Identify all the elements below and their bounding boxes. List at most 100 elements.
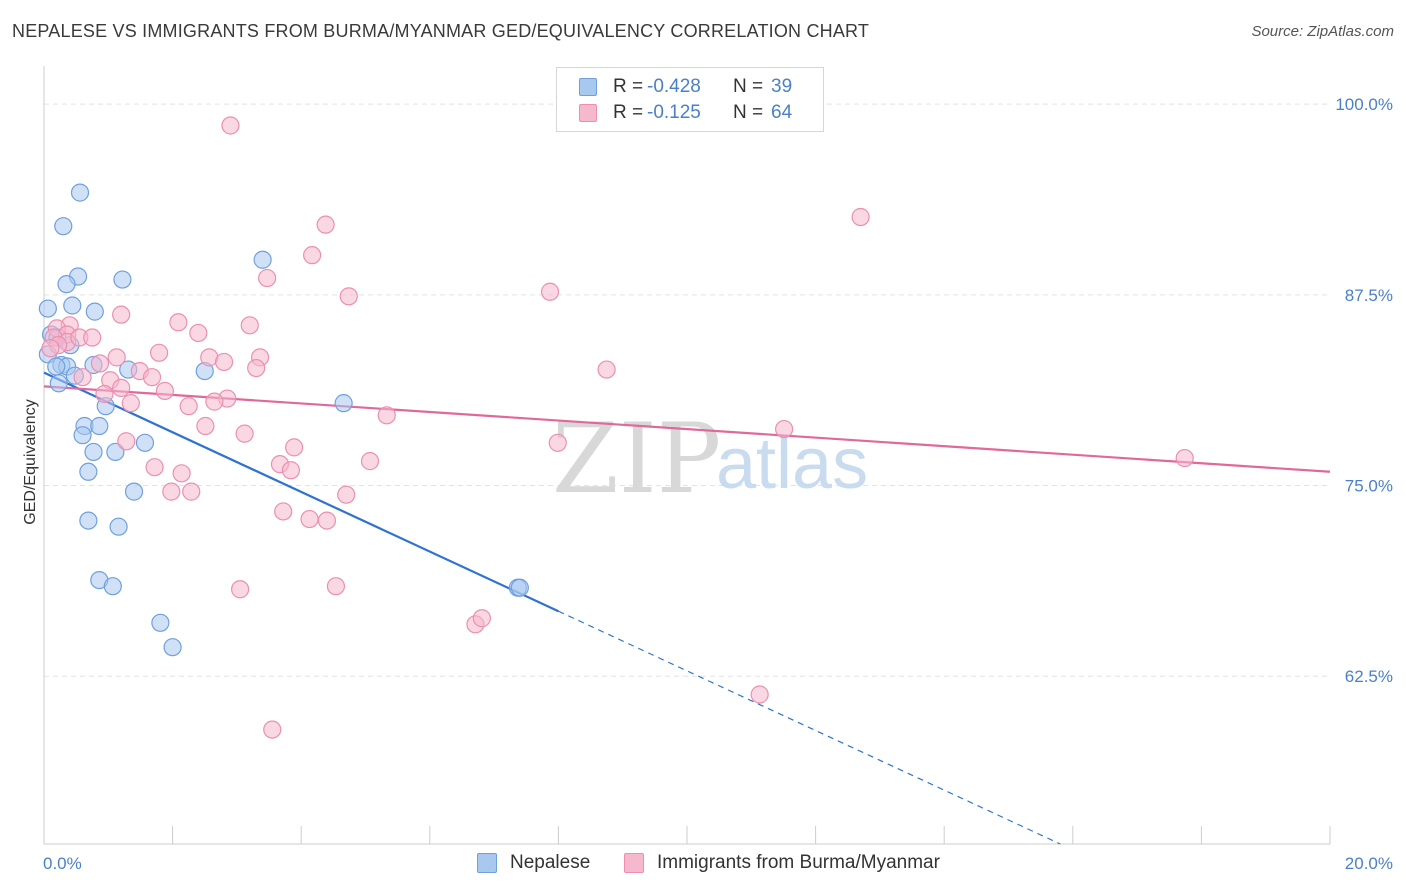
source-credit: Source: ZipAtlas.com — [1251, 23, 1394, 40]
burma-point — [172, 464, 191, 483]
burma-point — [317, 511, 337, 530]
watermark-zip-text: ZIP — [552, 403, 721, 515]
trend-lines — [43, 371, 1331, 845]
watermark: ZIP atlas — [552, 403, 868, 515]
axes — [43, 66, 1331, 845]
burma-point — [235, 424, 254, 443]
burma-point — [142, 368, 162, 387]
nepalese-point — [79, 511, 98, 530]
burma-point — [83, 328, 102, 347]
burma-point — [337, 485, 356, 504]
burma-point — [774, 419, 794, 439]
burma-point — [247, 358, 266, 378]
burma-point — [145, 458, 164, 477]
nepalese-point — [113, 270, 132, 289]
nepalese-point — [54, 217, 73, 236]
nepalese-point — [90, 416, 109, 436]
nepalese-trend-extension — [558, 610, 1061, 845]
burma-point — [112, 378, 131, 397]
n-label: N = — [733, 102, 764, 123]
burma-point — [112, 305, 131, 324]
burma-point — [360, 452, 380, 471]
nepalese-swatch — [579, 78, 597, 96]
nepalese-point — [135, 433, 155, 452]
nepalese-point — [109, 517, 128, 536]
nepalese-point — [151, 613, 170, 632]
burma-swatch — [579, 104, 597, 122]
n-value: 64 — [771, 102, 793, 123]
burma-point — [95, 384, 114, 404]
burma-point — [107, 348, 126, 367]
burma-swatch — [624, 853, 644, 873]
y-tick-label: 75.0% — [1345, 477, 1393, 496]
burma-point — [1175, 448, 1194, 468]
nepalese-point — [84, 442, 103, 462]
burma-point — [281, 461, 301, 480]
burma-point — [548, 433, 567, 452]
burma-point — [258, 268, 277, 288]
r-label: R = — [613, 76, 644, 97]
burma-point — [597, 360, 616, 379]
burma-point — [285, 438, 304, 457]
burma-point — [162, 482, 181, 501]
nepalese-swatch — [477, 853, 497, 873]
n-label: N = — [733, 76, 764, 97]
burma-point — [300, 509, 319, 529]
watermark-atlas-text: atlas — [716, 424, 868, 504]
nepalese-point — [63, 296, 82, 315]
burma-point — [182, 482, 201, 501]
nepalese-point — [253, 250, 272, 269]
nepalese-point — [124, 482, 144, 501]
nepalese-point — [79, 462, 98, 481]
burma-point — [540, 282, 560, 301]
burma-trend-line — [43, 385, 1331, 473]
burma-point — [121, 394, 140, 413]
burma-point — [90, 354, 110, 373]
burma-point — [73, 368, 92, 387]
burma-point — [263, 720, 282, 739]
burma-point — [149, 343, 169, 362]
r-value: -0.428 — [647, 76, 701, 97]
burma-point — [221, 116, 240, 135]
y-tick-label: 100.0% — [1335, 95, 1393, 114]
burma-point — [274, 502, 293, 521]
nepalese-point — [70, 183, 90, 202]
nepalese-point — [510, 578, 529, 597]
burma-point — [750, 685, 769, 704]
legend-label-nepalese: Nepalese — [510, 852, 591, 873]
burma-point — [189, 323, 208, 343]
n-value: 39 — [771, 76, 793, 97]
chart-title: NEPALESE VS IMMIGRANTS FROM BURMA/MYANMA… — [12, 21, 870, 41]
data-points — [38, 93, 1194, 739]
burma-point — [205, 392, 224, 411]
nepalese-point — [47, 357, 66, 376]
burma-point — [303, 246, 322, 265]
r-value: -0.125 — [647, 102, 701, 123]
burma-point — [214, 352, 234, 372]
tick-labels: 62.5% 75.0% 87.5% 100.0% 0.0% 20.0% — [43, 95, 1393, 873]
burma-point — [851, 207, 870, 227]
burma-point — [196, 416, 215, 436]
nepalese-point — [73, 426, 92, 445]
burma-point — [155, 381, 174, 401]
burma-point — [339, 287, 358, 306]
nepalese-point — [106, 442, 125, 462]
burma-point — [240, 316, 259, 335]
burma-point — [326, 577, 346, 596]
burma-point — [41, 339, 60, 358]
burma-point — [377, 406, 396, 425]
burma-point — [179, 397, 198, 416]
nepalese-point — [49, 374, 68, 393]
nepalese-point — [334, 394, 353, 413]
nepalese-point — [163, 638, 182, 657]
burma-point — [472, 609, 491, 628]
r-label: R = — [613, 102, 644, 123]
nepalese-point — [38, 299, 57, 318]
legend-label-burma: Immigrants from Burma/Myanmar — [657, 852, 940, 873]
nepalese-trend-line — [43, 371, 559, 613]
x-tick-label-max: 20.0% — [1345, 854, 1393, 873]
y-tick-label: 87.5% — [1345, 286, 1393, 305]
burma-point — [117, 432, 136, 451]
nepalese-point — [85, 302, 104, 321]
